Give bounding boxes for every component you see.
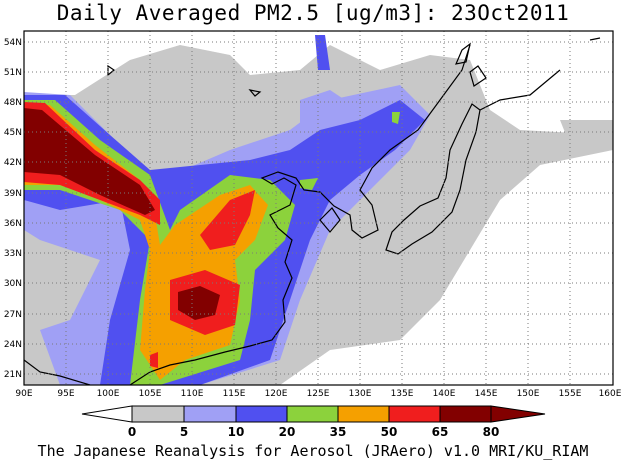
lat-label: 30N [4, 279, 22, 289]
credit-text: The Japanese Reanalysis for Aerosol (JRA… [37, 442, 589, 460]
colorbar-label: 20 [279, 425, 296, 439]
lon-label: 155E [559, 389, 582, 399]
plot-frame [23, 30, 614, 386]
lon-label: 95E [57, 389, 74, 399]
colorbar-swatch-4 [286, 405, 339, 423]
lat-label: 54N [4, 38, 22, 48]
lon-label: 110E [181, 389, 204, 399]
lon-label: 130E [349, 389, 372, 399]
lat-label: 36N [4, 219, 22, 229]
colorbar-swatch-0 [81, 405, 133, 423]
lon-label: 135E [391, 389, 414, 399]
colorbar-swatch-1 [131, 405, 185, 423]
colorbar-swatch-3 [235, 405, 288, 423]
colorbar-label: 0 [128, 425, 136, 439]
colorbar-swatch-8 [490, 405, 546, 423]
lon-label: 120E [265, 389, 288, 399]
pm25-band-80-plus [24, 108, 220, 320]
lon-label: 125E [307, 389, 330, 399]
colorbar-swatch-6 [388, 405, 441, 423]
lon-label: 145E [475, 389, 498, 399]
colorbar-label: 35 [330, 425, 347, 439]
latitude-labels: 54N 51N 48N 45N 42N 39N 36N 33N 30N 27N … [4, 38, 22, 380]
lat-label: 45N [4, 128, 22, 138]
lat-label: 27N [4, 310, 22, 320]
colorbar-label: 5 [180, 425, 188, 439]
lat-label: 24N [4, 340, 22, 350]
colorbar-label: 50 [381, 425, 398, 439]
lon-label: 115E [223, 389, 246, 399]
lon-label: 160E [599, 389, 622, 399]
lat-label: 51N [4, 68, 22, 78]
colorbar-label: 65 [432, 425, 449, 439]
longitude-labels: 90E 95E 100E 105E 110E 115E 120E 125E 13… [15, 389, 621, 399]
map-grid [24, 31, 613, 385]
colorbar-labels: 0 5 10 20 35 50 65 80 [128, 425, 500, 439]
colorbar [81, 405, 546, 423]
colorbar-label: 80 [483, 425, 500, 439]
lat-label: 21N [4, 370, 22, 380]
lon-label: 150E [517, 389, 540, 399]
lon-label: 140E [433, 389, 456, 399]
lat-label: 48N [4, 98, 22, 108]
map-title: Daily Averaged PM2.5 [ug/m3]: 23Oct2011 [56, 1, 570, 25]
lat-label: 33N [4, 249, 22, 259]
lon-label: 100E [97, 389, 120, 399]
coastlines [24, 37, 601, 385]
lon-label: 90E [15, 389, 32, 399]
colorbar-swatch-7 [439, 405, 492, 423]
lat-label: 42N [4, 158, 22, 168]
lat-label: 39N [4, 189, 22, 199]
colorbar-swatch-5 [337, 405, 390, 423]
colorbar-label: 10 [228, 425, 245, 439]
lon-label: 105E [139, 389, 162, 399]
colorbar-swatch-2 [183, 405, 237, 423]
